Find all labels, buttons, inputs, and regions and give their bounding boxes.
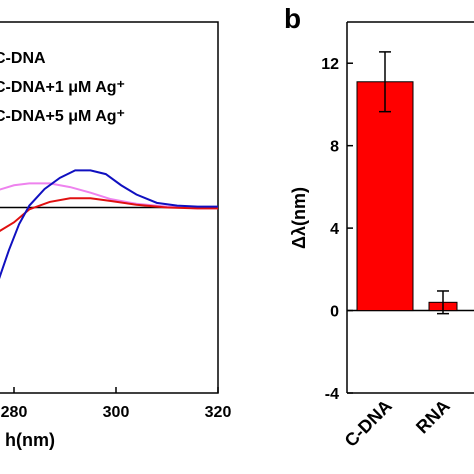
y-tick-label: -4	[325, 386, 339, 403]
series-line	[0, 169, 218, 280]
x-tick-label: C-DNA	[341, 396, 396, 451]
legend-label: C-DNA+5 μM Ag⁺	[0, 108, 125, 125]
x-axis-label: h(nm)	[5, 430, 55, 450]
x-tick-label: 280	[1, 404, 28, 421]
y-axis-label: Δλ(nm)	[289, 187, 309, 249]
bar	[356, 81, 414, 312]
legend-label: C-DNA+1 μM Ag⁺	[0, 79, 125, 96]
y-tick-label: 4	[330, 221, 339, 238]
x-tick-label: 300	[103, 404, 130, 421]
panel-label: b	[284, 3, 301, 34]
legend-label: C-DNA	[0, 50, 46, 67]
x-tick-label: RNA	[412, 396, 454, 438]
y-tick-label: 0	[330, 304, 339, 321]
y-tick-label: 12	[321, 56, 339, 73]
x-tick-label: 320	[205, 404, 232, 421]
series-line	[0, 182, 218, 210]
y-tick-label: 8	[330, 139, 339, 156]
